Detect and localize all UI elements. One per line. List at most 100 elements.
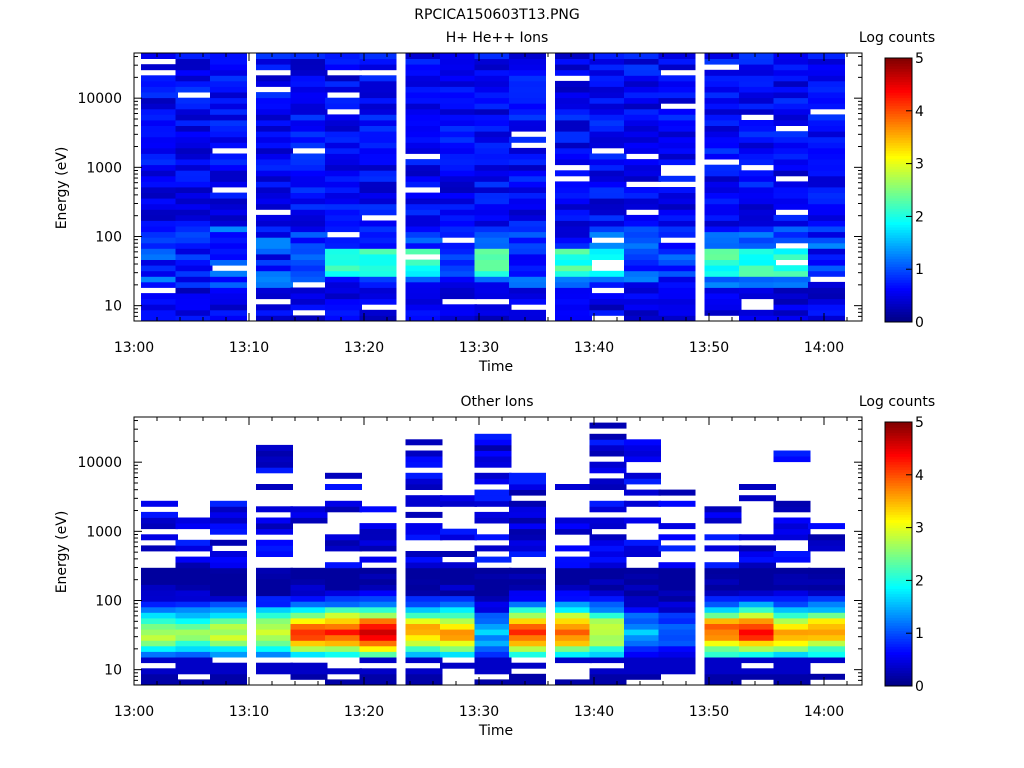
heatmap-cell <box>405 203 443 210</box>
heatmap-cell <box>509 237 546 244</box>
heatmap-cell <box>624 108 661 115</box>
heatmap-cell <box>474 629 512 636</box>
heatmap-cell <box>589 220 627 227</box>
heatmap-cell <box>555 92 592 99</box>
heatmap-cell <box>141 120 178 126</box>
heatmap-cell <box>658 668 696 675</box>
heatmap-cell <box>555 97 592 104</box>
colorbar-step <box>885 469 912 473</box>
heatmap-cell <box>658 651 696 658</box>
heatmap-cell <box>141 590 178 597</box>
heatmap-cell <box>589 58 627 65</box>
heatmap-cell <box>440 192 477 199</box>
heatmap-cell <box>256 226 293 233</box>
heatmap-cell <box>175 309 213 316</box>
heatmap-cell <box>704 58 742 65</box>
heatmap-cell <box>773 304 811 311</box>
heatmap-cell <box>359 270 397 277</box>
heatmap-cell <box>405 601 443 608</box>
heatmap-cell <box>808 259 845 266</box>
heatmap-cell <box>141 147 178 154</box>
heatmap-cell <box>256 601 293 608</box>
colorbar-step <box>885 482 912 486</box>
colorbar-step <box>885 451 912 455</box>
heatmap-cell <box>440 662 477 669</box>
heatmap-cell <box>210 108 247 115</box>
heatmap-cell <box>509 265 546 272</box>
heatmap-cell <box>555 517 592 524</box>
heatmap-cell <box>210 645 247 652</box>
heatmap-cell <box>704 662 742 669</box>
heatmap-cell <box>808 164 845 171</box>
colorbar-step <box>885 540 912 544</box>
heatmap-cell <box>474 461 512 468</box>
heatmap-cell <box>509 92 546 99</box>
heatmap-cell <box>175 270 213 277</box>
heatmap-cell <box>141 293 178 300</box>
heatmap-cell <box>141 248 178 255</box>
colorbar-step <box>885 213 912 217</box>
colorbar-step <box>885 266 912 270</box>
heatmap-cell <box>141 214 178 221</box>
heatmap-cell <box>440 114 477 121</box>
heatmap-cell <box>704 181 742 188</box>
heatmap-cell <box>624 606 661 613</box>
heatmap-cell <box>290 164 328 171</box>
heatmap-cell <box>325 164 362 171</box>
x-tick-label: 13:10 <box>229 340 269 356</box>
colorbar-step <box>885 609 912 613</box>
heatmap-cell <box>290 640 328 647</box>
x-tick-label: 13:10 <box>229 704 269 720</box>
heatmap-cell <box>589 645 627 652</box>
heatmap-cell <box>141 567 178 574</box>
heatmap-cell <box>405 242 443 249</box>
colorbar-step <box>885 493 912 497</box>
colorbar-step <box>885 92 912 96</box>
heatmap-cell <box>624 645 661 652</box>
heatmap-cell <box>359 125 397 132</box>
heatmap-cell <box>808 170 845 177</box>
y-tick-label: 100 <box>95 593 122 609</box>
heatmap-cell <box>589 192 627 199</box>
heatmap-cell <box>210 315 247 322</box>
colorbar-step <box>885 443 912 447</box>
colorbar-step <box>885 73 912 77</box>
heatmap-cell <box>405 237 443 244</box>
colorbar-step <box>885 139 912 143</box>
heatmap-cell <box>555 159 592 166</box>
heatmap-cell <box>290 220 328 227</box>
heatmap-cell <box>440 131 477 138</box>
heatmap-cell <box>773 69 811 76</box>
heatmap-cell <box>405 511 443 518</box>
heatmap-cell <box>624 668 661 675</box>
heatmap-cell <box>739 551 776 557</box>
heatmap-cell <box>210 214 247 221</box>
heatmap-cell <box>256 153 293 160</box>
heatmap-cell <box>555 640 592 647</box>
heatmap-cell <box>624 69 661 76</box>
heatmap-cell <box>141 668 178 675</box>
colorbar-frame <box>884 421 913 687</box>
heatmap-cell <box>704 623 742 630</box>
heatmap-cell <box>704 511 742 518</box>
heatmap-cell <box>658 259 696 266</box>
heatmap-cell <box>555 281 592 288</box>
y-tick-label: 10 <box>104 663 122 679</box>
heatmap-cell <box>440 293 477 300</box>
heatmap-cell <box>175 304 213 311</box>
heatmap-cell <box>624 489 661 496</box>
heatmap-cell <box>210 662 247 669</box>
heatmap-cell <box>555 523 592 530</box>
colorbar-step <box>885 108 912 112</box>
heatmap-cell <box>555 606 592 613</box>
heatmap-cell <box>175 523 213 530</box>
heatmap-cell <box>509 69 546 76</box>
heatmap-cell <box>440 534 477 541</box>
heatmap-cell <box>440 75 477 82</box>
heatmap-cell <box>589 539 627 546</box>
heatmap-cell <box>658 198 696 205</box>
heatmap-cell <box>325 131 362 138</box>
heatmap-cell <box>624 131 661 138</box>
heatmap-cell <box>210 131 247 138</box>
heatmap-cell <box>624 170 661 177</box>
